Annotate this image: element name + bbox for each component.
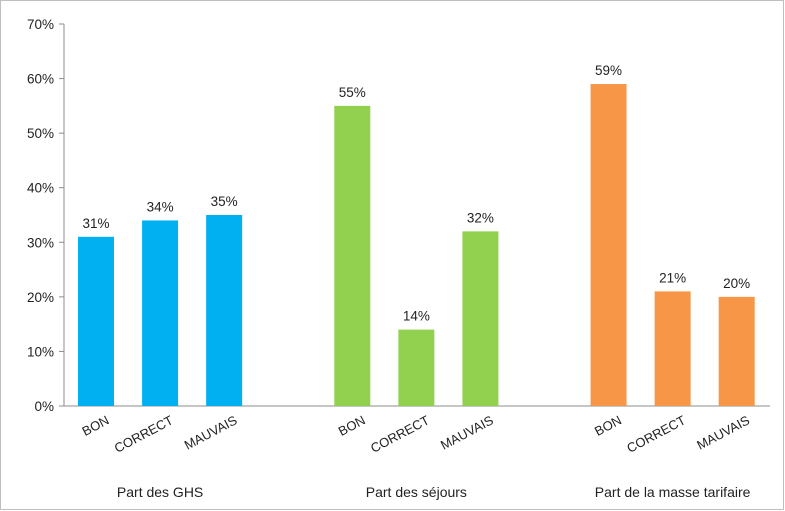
data-label: 32% [467,210,494,225]
y-tick-label: 60% [27,72,54,87]
y-tick-label: 0% [34,399,54,414]
bar [654,291,691,406]
bar [206,215,243,406]
bar [462,231,499,406]
bars [78,84,755,407]
group-label: Part des séjours [366,484,467,500]
bar [718,296,755,406]
bar [398,329,435,406]
y-tick-label: 70% [27,17,54,32]
y-tick-label: 10% [27,344,54,359]
data-label: 59% [595,63,622,78]
data-label: 14% [403,309,430,324]
y-tick-label: 30% [27,235,54,250]
data-label: 55% [339,85,366,100]
group-label: Part de la masse tarifaire [595,484,751,500]
y-tick-label: 40% [27,181,54,196]
data-label: 31% [83,216,110,231]
bar [590,84,627,407]
data-label: 34% [147,199,174,214]
data-label: 20% [723,276,750,291]
bar [334,105,371,406]
data-label: 21% [659,270,686,285]
group-label: Part des GHS [117,484,203,500]
y-tick-label: 50% [27,126,54,141]
data-label: 35% [211,194,238,209]
bar [142,220,179,406]
bar [78,236,115,406]
y-tick-label: 20% [27,290,54,305]
axes: 0% 10% 20% 30% 40% 50% 60% 70% [27,17,770,414]
